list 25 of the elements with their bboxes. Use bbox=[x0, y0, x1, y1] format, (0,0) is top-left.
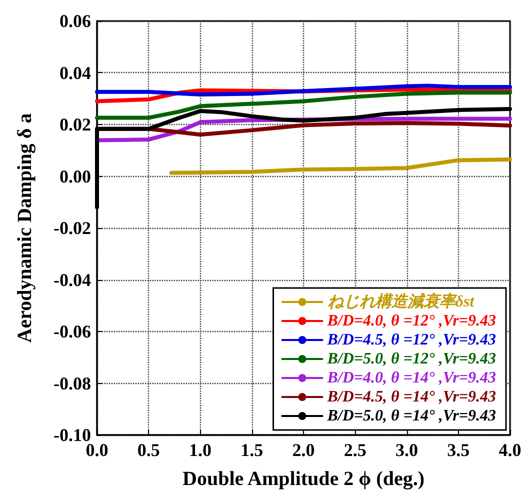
y-tick-label: 0.00 bbox=[60, 166, 91, 186]
legend-label: B/D=4.5, θ =14° ,Vr=9.43 bbox=[326, 388, 496, 406]
legend-label: B/D=4.0, θ =14° ,Vr=9.43 bbox=[326, 370, 496, 386]
x-tick-label: 2.0 bbox=[292, 440, 315, 460]
x-tick-label: 0.5 bbox=[137, 440, 160, 460]
x-tick-label: 1.5 bbox=[240, 440, 264, 460]
y-tick-label: -0.02 bbox=[54, 218, 91, 238]
y-tick-label: -0.08 bbox=[54, 373, 91, 394]
x-tick-label: 3.5 bbox=[447, 440, 470, 460]
x-tick-label: 4.0 bbox=[498, 440, 522, 460]
x-tick-label: 1.0 bbox=[189, 440, 212, 460]
y-tick-label: -0.04 bbox=[54, 270, 91, 290]
x-tick-label: 2.5 bbox=[344, 440, 366, 460]
y-tick-label: -0.06 bbox=[54, 322, 91, 342]
y-tick-label: 0.02 bbox=[60, 114, 91, 134]
y-tick-label: 0.06 bbox=[60, 11, 91, 31]
legend-label: B/D=4.5, θ =12° ,Vr=9.43 bbox=[326, 332, 496, 348]
legend-label: B/D=5.0, θ =14° ,Vr=9.43 bbox=[326, 408, 496, 424]
x-tick-label: 3.0 bbox=[396, 440, 418, 460]
y-axis-title: Aerodynamic Damping δ a bbox=[14, 113, 36, 343]
legend-label: B/D=4.0, θ =12° ,Vr=9.43 bbox=[326, 312, 496, 330]
legend-label: B/D=5.0, θ =12° ,Vr=9.43 bbox=[326, 350, 496, 368]
x-axis-title: Double Amplitude 2 ϕ (deg.) bbox=[182, 468, 424, 490]
legend-label: ねじれ構造減衰率δst bbox=[327, 292, 475, 310]
y-tick-label: 0.04 bbox=[60, 62, 91, 83]
